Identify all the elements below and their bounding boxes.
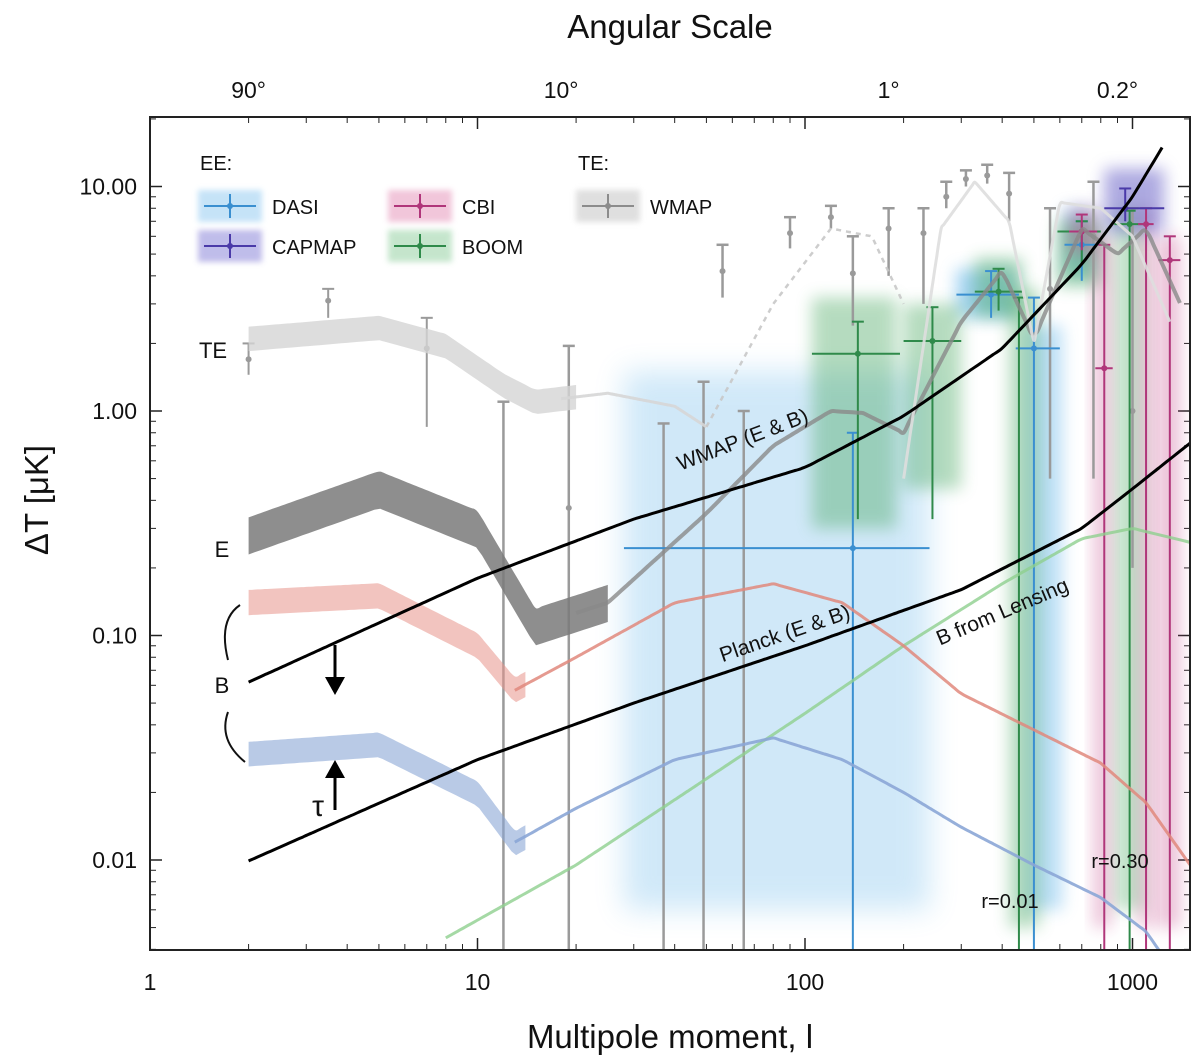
legend-swatch-point [227, 203, 233, 209]
e-band [248, 471, 608, 646]
y-tick-label: 0.01 [92, 847, 137, 873]
r-030-label: r=0.30 [1091, 851, 1148, 873]
tau-arrow-down-head [325, 677, 345, 695]
wmap-te-bar-point [787, 230, 794, 237]
legend-swatch-point [605, 203, 611, 209]
te-band [248, 315, 577, 414]
wmap-te-bar-point [943, 193, 950, 200]
e-label: E [215, 537, 230, 562]
planck-noise-curve [247, 441, 1190, 863]
te-label: TE [199, 338, 227, 363]
wmap-te-bar-point [849, 270, 856, 277]
wmap-noise-curve [247, 146, 1164, 684]
x-tick-label: 1000 [1107, 969, 1158, 995]
cbi-band [1156, 236, 1181, 928]
cbi-bar-point [1143, 221, 1150, 228]
b-brace-top [223, 604, 241, 661]
wmap-te-bar-point [1006, 190, 1013, 197]
b-brace-bottom [224, 711, 246, 763]
lensing-b-curve [445, 527, 1190, 940]
wmap-te-bar-point [1129, 408, 1136, 414]
te-high-curve [902, 180, 1172, 479]
wmap-te-bar-point [245, 356, 252, 363]
wmap-te-bar-point [1047, 285, 1054, 292]
wmap-te-bar-point [719, 268, 726, 275]
top-tick-label: 90° [231, 77, 266, 103]
cbi-band [1093, 236, 1112, 928]
x-tick-label: 100 [786, 969, 824, 995]
legend-entry-wmap: WMAP [650, 197, 712, 219]
legend-ee-title: EE: [200, 153, 232, 175]
plot-frame [149, 116, 1191, 951]
y-tick-label: 0.10 [92, 623, 137, 649]
x-axis-label: Multipole moment, l [527, 1018, 813, 1055]
b-r030-curve [514, 582, 1190, 866]
boom-bar-point [929, 338, 936, 345]
boom-bar-point [995, 288, 1002, 295]
y-tick-label: 10.00 [79, 174, 137, 200]
tau-arrow-up-head [325, 760, 345, 778]
e-curve [575, 227, 1182, 615]
b-label: B [215, 673, 230, 698]
top-tick-label: 1° [878, 77, 900, 103]
y-tick-label: 1.00 [92, 398, 137, 424]
x-tick-label: 1 [144, 969, 157, 995]
legend-swatch-point [227, 243, 233, 249]
b-r030-band [248, 583, 526, 703]
wmap-te-bar-point [661, 974, 667, 980]
wmap-te-bar-point [565, 504, 572, 511]
r-001-label: r=0.01 [981, 891, 1038, 913]
wmap-te-bar-point [325, 297, 332, 304]
te-curve [560, 391, 708, 429]
legend-swatch-point [417, 243, 423, 249]
cbi-bar-point [1166, 257, 1173, 264]
boom-bar-point [854, 350, 861, 357]
boom-bar-point [1126, 221, 1133, 228]
b-r001-band [248, 732, 526, 856]
boom-bar-point [1016, 1014, 1022, 1020]
legend-swatch-point [417, 203, 423, 209]
legend-entry-capmap: CAPMAP [272, 237, 356, 259]
wmap-te-bar-point [962, 175, 969, 182]
wmap-te-bar-point [701, 974, 707, 980]
b-r001-curve [514, 736, 1161, 950]
top-tick-label: 10° [544, 77, 579, 103]
dasi-bar-point [849, 545, 856, 552]
wmap-te-bar-point [885, 225, 892, 232]
wmap-te-bar-point [920, 230, 927, 237]
te-rise-curve [705, 227, 905, 428]
y-axis-label: ΔT [μK] [18, 445, 55, 555]
error-bars [242, 163, 1181, 1020]
chart-title: Angular Scale [567, 8, 772, 45]
top-tick-label: 0.2° [1097, 77, 1138, 103]
legend-entry-boom: BOOM [462, 237, 523, 259]
wmap-te-bar-point [827, 214, 834, 221]
legend-entry-dasi: DASI [272, 197, 319, 219]
legend-entry-cbi: CBI [462, 197, 495, 219]
theory-curves [247, 146, 1190, 950]
tau-label: τ [312, 790, 324, 823]
dasi-bar-point [1030, 345, 1037, 352]
dasi-bar-point [988, 291, 995, 298]
cbi-bar-point [1101, 365, 1108, 372]
wmap-te-bar-point [984, 172, 991, 179]
legend: EE: TE: DASI CBI CAPMAP BOOM WMAP [198, 153, 712, 262]
legend-te-title: TE: [578, 153, 609, 175]
x-tick-label: 10 [465, 969, 491, 995]
